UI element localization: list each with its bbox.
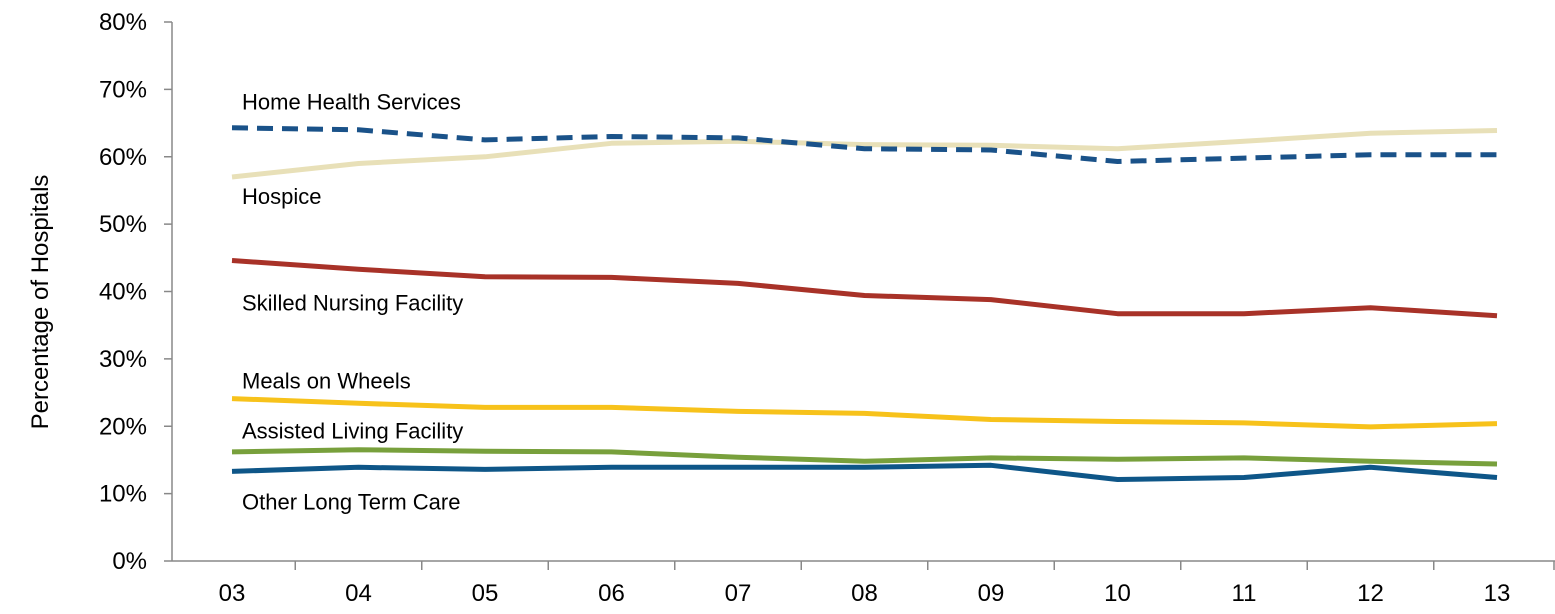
y-tick-label: 10% — [99, 481, 147, 508]
y-tick-label: 20% — [99, 413, 147, 440]
series-label: Meals on Wheels — [242, 368, 411, 393]
x-tick-label: 05 — [472, 580, 499, 607]
series-line-skilled-nursing-facility — [231, 258, 1498, 319]
series-line-assisted-living-facility — [231, 447, 1498, 467]
x-tick-label: 10 — [1104, 580, 1131, 607]
series-label: Hospice — [242, 184, 321, 209]
y-tick-label: 70% — [99, 76, 147, 103]
x-tick-label: 08 — [851, 580, 878, 607]
x-tick-label: 07 — [725, 580, 752, 607]
x-tick-label: 09 — [978, 580, 1005, 607]
x-axis-tick-labels: 03 04 05 06 07 08 09 10 11 12 13 — [219, 580, 1511, 607]
x-tick-label: 06 — [598, 580, 625, 607]
series-label: Home Health Services — [242, 90, 461, 115]
x-tick-label: 03 — [219, 580, 246, 607]
y-axis-tick-labels: 0% 10% 20% 30% 40% 50% 60% 70% 80% — [99, 9, 147, 575]
x-tick-label: 04 — [345, 580, 372, 607]
y-axis-title: Percentage of Hospitals — [27, 175, 54, 430]
x-tick-label: 13 — [1484, 580, 1511, 607]
x-tick-label: 11 — [1232, 580, 1257, 607]
series-labels: Home Health Services Hospice Skilled Nursi… — [242, 90, 463, 515]
series-line-hospice — [231, 125, 1497, 164]
y-tick-label: 0% — [112, 548, 147, 575]
y-tick-label: 30% — [99, 346, 147, 373]
series-line-meals-on-wheels — [231, 396, 1498, 430]
y-tick-label: 60% — [99, 144, 147, 171]
series-lines — [231, 125, 1498, 482]
series-label: Skilled Nursing Facility — [242, 290, 463, 315]
series-line-home-health-services — [231, 128, 1498, 180]
y-tick-label: 50% — [99, 211, 147, 238]
axis-tick-marks — [164, 21, 1555, 570]
series-label: Assisted Living Facility — [242, 418, 463, 443]
series-label: Other Long Term Care — [242, 490, 460, 515]
y-tick-label: 40% — [99, 279, 147, 306]
y-tick-label: 80% — [99, 9, 147, 36]
series-line-other-long-term-care — [231, 462, 1498, 482]
x-tick-label: 12 — [1357, 580, 1384, 607]
